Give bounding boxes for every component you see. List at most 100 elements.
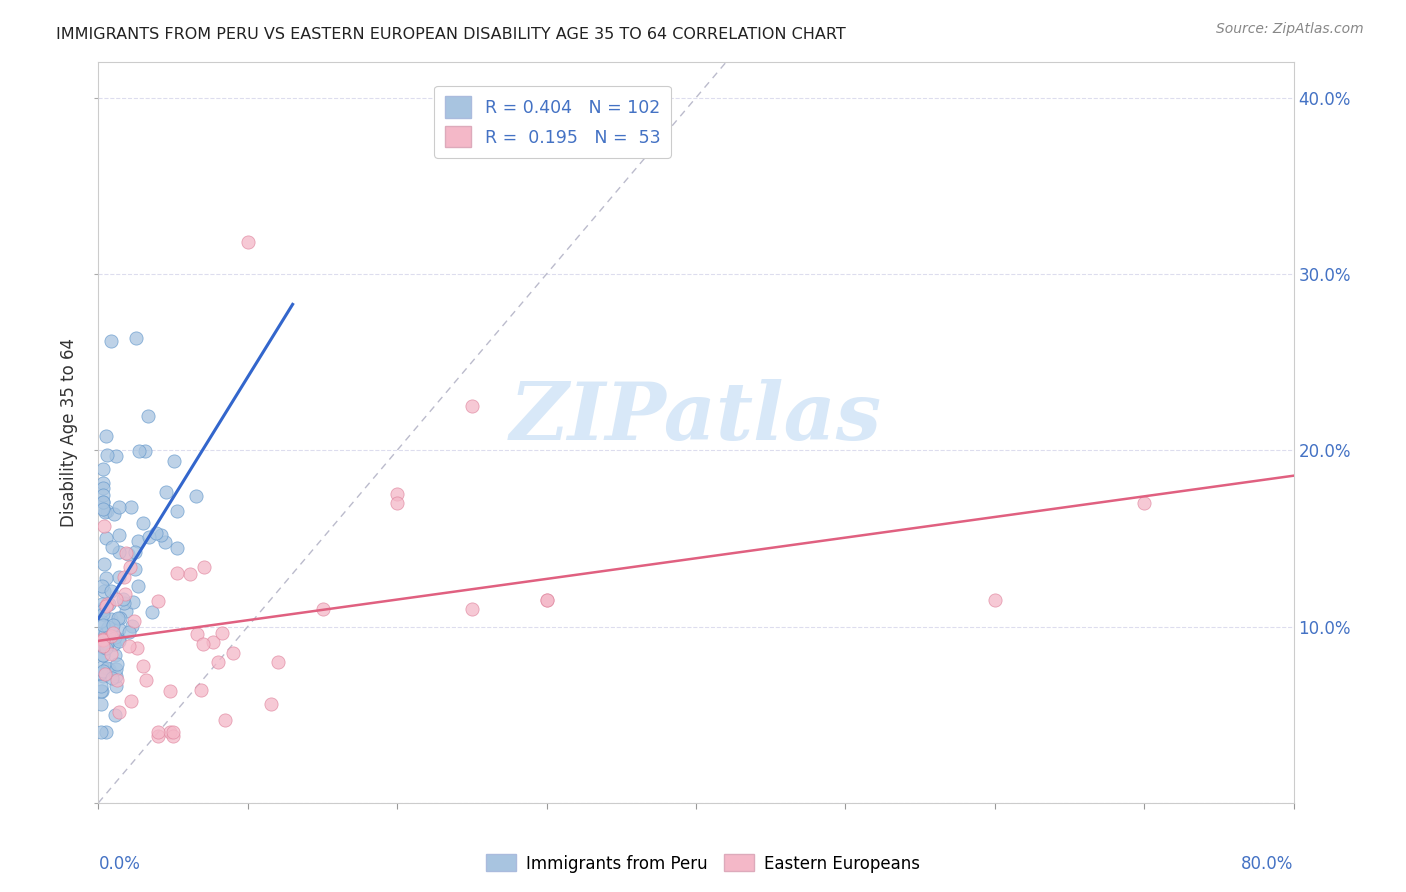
Point (107, 622, 129, 636)
Point (90, 665, 112, 680)
Point (96, 637, 118, 651)
Point (108, 570, 131, 584)
Point (984, 593, 1007, 607)
Point (124, 544, 146, 558)
Point (150, 528, 173, 542)
Point (105, 662, 128, 676)
Point (120, 693, 142, 707)
Point (193, 560, 215, 574)
Point (91, 683, 114, 698)
Point (97, 662, 120, 676)
Point (93, 558, 115, 572)
Point (91, 618, 114, 632)
Point (236, 235, 259, 250)
Point (461, 602, 484, 616)
Point (100, 612, 122, 626)
Point (141, 605, 163, 619)
Point (108, 634, 131, 648)
Point (100, 647, 122, 661)
Point (91, 603, 114, 617)
Point (93, 583, 115, 598)
Point (94, 531, 117, 545)
Point (104, 648, 127, 662)
Point (112, 570, 135, 584)
Point (108, 705, 131, 719)
Point (94, 599, 117, 614)
Point (90, 684, 112, 698)
Point (103, 637, 125, 651)
Point (91, 633, 114, 648)
Point (117, 547, 139, 561)
Point (103, 507, 125, 521)
Point (128, 443, 150, 458)
Point (461, 399, 484, 413)
Point (162, 725, 184, 739)
Point (90, 637, 112, 651)
Point (536, 593, 558, 607)
Point (166, 503, 188, 517)
Point (91, 462, 114, 476)
Point (1133, 496, 1156, 510)
Point (120, 500, 142, 514)
Point (146, 594, 169, 608)
Legend: Immigrants from Peru, Eastern Europeans: Immigrants from Peru, Eastern Europeans (479, 847, 927, 880)
Text: Source: ZipAtlas.com: Source: ZipAtlas.com (1216, 22, 1364, 37)
Point (101, 617, 124, 632)
Point (96, 448, 118, 462)
Point (94, 429, 117, 443)
Point (107, 500, 129, 515)
Point (114, 587, 136, 601)
Point (91, 476, 114, 491)
Point (94, 627, 117, 641)
Point (97, 597, 120, 611)
Point (179, 566, 201, 581)
Point (105, 673, 128, 687)
Point (96, 725, 118, 739)
Point (101, 540, 124, 554)
Point (90, 697, 112, 711)
Point (105, 680, 128, 694)
Point (259, 697, 281, 711)
Point (207, 655, 229, 669)
Text: 80.0%: 80.0% (1241, 855, 1294, 872)
Point (108, 611, 131, 625)
Point (159, 684, 181, 698)
Point (96, 622, 118, 636)
Point (111, 591, 134, 606)
Point (105, 657, 128, 672)
Point (96, 661, 118, 675)
Point (191, 637, 214, 651)
Point (127, 533, 149, 548)
Point (94, 667, 117, 681)
Text: ZIPatlas: ZIPatlas (510, 379, 882, 457)
Point (90, 725, 112, 739)
Point (166, 541, 188, 555)
Point (100, 584, 122, 599)
Point (153, 535, 176, 549)
Point (108, 528, 131, 542)
Point (91, 502, 114, 516)
Point (100, 334, 122, 348)
Point (101, 625, 124, 640)
Point (115, 604, 138, 618)
Point (184, 489, 207, 503)
Point (134, 444, 156, 458)
Point (96, 598, 118, 612)
Point (94, 640, 117, 655)
Point (125, 331, 148, 345)
Point (91, 488, 114, 502)
Text: IMMIGRANTS FROM PERU VS EASTERN EUROPEAN DISABILITY AGE 35 TO 64 CORRELATION CHA: IMMIGRANTS FROM PERU VS EASTERN EUROPEAN… (56, 27, 846, 42)
Point (91, 648, 114, 663)
Point (91, 607, 114, 621)
Point (100, 629, 122, 643)
Point (91, 481, 114, 495)
Point (91, 648, 114, 662)
Point (101, 622, 124, 636)
Point (91, 669, 114, 683)
Y-axis label: Disability Age 35 to 64: Disability Age 35 to 64 (60, 338, 79, 527)
Point (96, 504, 118, 518)
Point (211, 625, 233, 640)
Point (155, 484, 177, 499)
Point (124, 561, 146, 575)
Point (104, 630, 127, 644)
